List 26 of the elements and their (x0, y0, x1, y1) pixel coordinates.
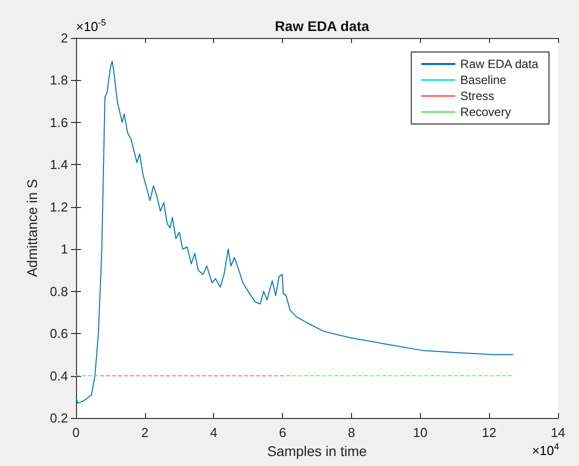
y-tick-label: 0.2 (50, 410, 68, 426)
y-tick-label: 0.6 (50, 326, 68, 342)
y-tick-label: 1.8 (50, 72, 68, 88)
y-tick-label: 0.8 (50, 284, 68, 299)
legend-label: Stress (460, 89, 494, 103)
x-tick-label: 4 (210, 425, 218, 440)
y-tick-label: 2 (60, 30, 68, 46)
x-tick-label: 8 (348, 425, 356, 440)
x-tick-label: 2 (141, 425, 148, 440)
y-tick-label: 1.6 (50, 114, 68, 130)
x-tick-label: 6 (278, 425, 286, 440)
x-tick-label: 12 (482, 425, 496, 440)
x-tick-label: 14 (550, 425, 566, 440)
line-series (76, 60, 514, 404)
x-axis-title: Samples in time (267, 442, 368, 459)
y-tick-label: 1.2 (50, 199, 68, 214)
legend-label: Baseline (460, 73, 507, 87)
x-tick-label: 10 (413, 425, 428, 440)
y-axis-title: Admittance in S (24, 178, 40, 278)
chart-title: Raw EDA data (274, 18, 370, 34)
y-tick-label: 1.4 (50, 157, 68, 172)
x-tick-label: 0 (72, 425, 80, 440)
y-tick-label: 1 (60, 242, 68, 257)
legend-label: Recovery (460, 105, 511, 119)
legend-label: Raw EDA data (460, 57, 539, 71)
y-tick-label: 0.4 (50, 368, 68, 384)
